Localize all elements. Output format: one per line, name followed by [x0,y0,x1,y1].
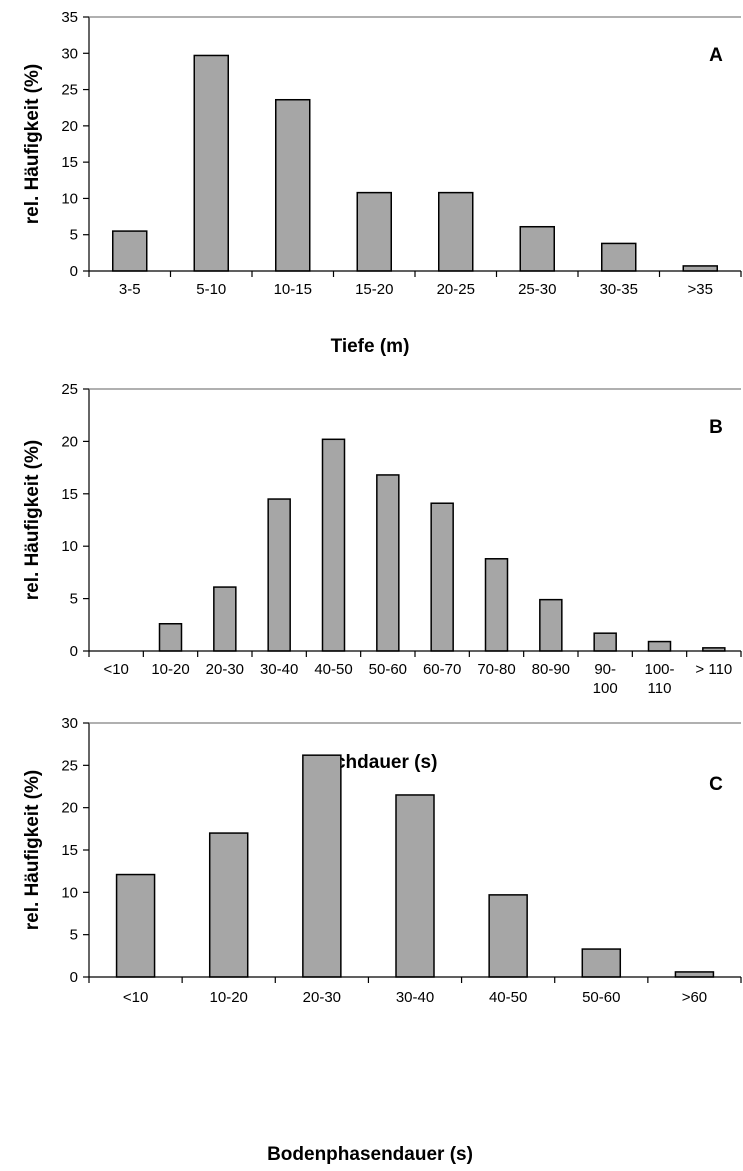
x-tick-label-c-2: 20-30 [303,989,341,1006]
x-tick-label-b-5: 50-60 [369,661,407,678]
bar-b-4 [321,438,346,652]
y-tick-label-c-0: 0 [70,969,78,986]
y-tick-label-a-2: 10 [61,190,78,207]
y-tick-label-a-0: 0 [70,263,78,280]
y-axis-title-a: rel. Häufigkeit (%) [22,64,43,224]
bar-b-2 [213,586,237,652]
chart-panel-c: 0 5 10 15 20 25 30 <10 10-20 20-30 30-40 40-50 50-60… [22,715,742,1165]
bar-a-3 [356,191,392,272]
bar-b-10 [647,640,672,652]
x-tick-label-a-7: >35 [688,281,713,298]
bar-b-6 [430,502,454,652]
x-tick-label-a-5: 25-30 [518,281,556,298]
bar-c-6 [674,971,715,978]
panel-label-a: A [709,45,723,66]
bar-c-2 [302,754,342,978]
bar-c-3 [395,794,435,978]
y-axis-title-c: rel. Häufigkeit (%) [22,770,43,930]
x-tick-label-a-6: 30-35 [600,281,638,298]
x-tick-label-b-6: 60-70 [423,661,461,678]
bar-c-5 [581,948,622,978]
x-tick-label-b-10: 100-110 [644,661,674,697]
y-tick-label-a-1: 5 [70,227,78,244]
bar-b-1 [158,623,183,652]
x-tick-label-c-1: 10-20 [210,989,248,1006]
bar-a-4 [438,191,474,272]
panel-label-b: B [709,417,723,438]
y-tick-label-c-6: 30 [61,715,78,732]
y-tick-label-a-4: 20 [61,118,78,135]
y-tick-label-b-4: 20 [61,433,78,450]
bar-a-6 [601,242,637,272]
y-tick-label-b-5: 25 [61,381,78,398]
y-axis-title-b: rel. Häufigkeit (%) [22,440,43,600]
bar-b-8 [539,598,563,652]
y-tick-label-a-5: 25 [61,82,78,99]
y-tick-label-c-5: 25 [61,757,78,774]
y-tick-label-c-3: 15 [61,842,78,859]
y-tick-label-a-3: 15 [61,154,78,171]
bar-b-7 [484,558,509,652]
x-tick-label-c-4: 40-50 [489,989,527,1006]
y-tick-label-c-4: 20 [61,800,78,817]
bar-c-4 [488,894,528,978]
x-axis-title-a: Tiefe (m) [331,336,410,357]
chart-panel-b: 0 5 10 15 20 25 <10 10-20 20-30 30-40 40-50 50-60 60… [22,381,742,773]
bar-b-9 [593,632,617,652]
bar-b-5 [376,474,400,652]
bar-a-5 [519,225,555,272]
x-tick-label-b-2: 20-30 [206,661,244,678]
x-tick-label-a-1: 5-10 [196,281,226,298]
y-tick-label-a-6: 30 [61,45,78,62]
x-tick-label-b-1: 10-20 [151,661,189,678]
y-tick-label-b-3: 15 [61,486,78,503]
x-tick-label-b-0: <10 [103,661,128,678]
y-tick-label-a-7: 35 [61,9,78,26]
y-tick-label-b-0: 0 [70,643,78,660]
x-tick-label-b-9: 90-100 [593,661,618,697]
y-tick-label-b-1: 5 [70,591,78,608]
x-tick-label-c-5: 50-60 [582,989,620,1006]
bar-c-1 [208,832,249,978]
x-tick-label-a-4: 20-25 [437,281,475,298]
x-tick-label-a-0: 3-5 [119,281,141,298]
x-tick-label-b-8: 80-90 [532,661,570,678]
x-tick-label-a-3: 15-20 [355,281,393,298]
y-tick-label-c-1: 5 [70,927,78,944]
chart-panel-a: 0 5 10 15 20 25 30 35 3-5 5-10 10-15 15-20 20-25 25-3… [22,9,742,357]
x-axis-title-c: Bodenphasendauer (s) [267,1144,473,1165]
bar-c-0 [115,873,156,978]
y-tick-label-b-2: 10 [61,538,78,555]
bar-a-1 [193,54,229,272]
bar-a-0 [112,230,148,272]
x-tick-label-c-0: <10 [123,989,148,1006]
x-tick-label-b-7: 70-80 [477,661,515,678]
x-tick-label-b-11: > 110 [695,661,732,678]
x-tick-label-a-2: 10-15 [274,281,312,298]
bar-a-2 [275,98,311,272]
y-tick-label-c-2: 10 [61,884,78,901]
x-tick-label-b-3: 30-40 [260,661,298,678]
panel-label-c: C [709,774,723,795]
x-tick-label-c-3: 30-40 [396,989,434,1006]
bar-b-3 [267,498,291,652]
x-tick-label-b-4: 40-50 [314,661,352,678]
x-tick-label-c-6: >60 [682,989,707,1006]
bar-a-7 [682,265,718,272]
